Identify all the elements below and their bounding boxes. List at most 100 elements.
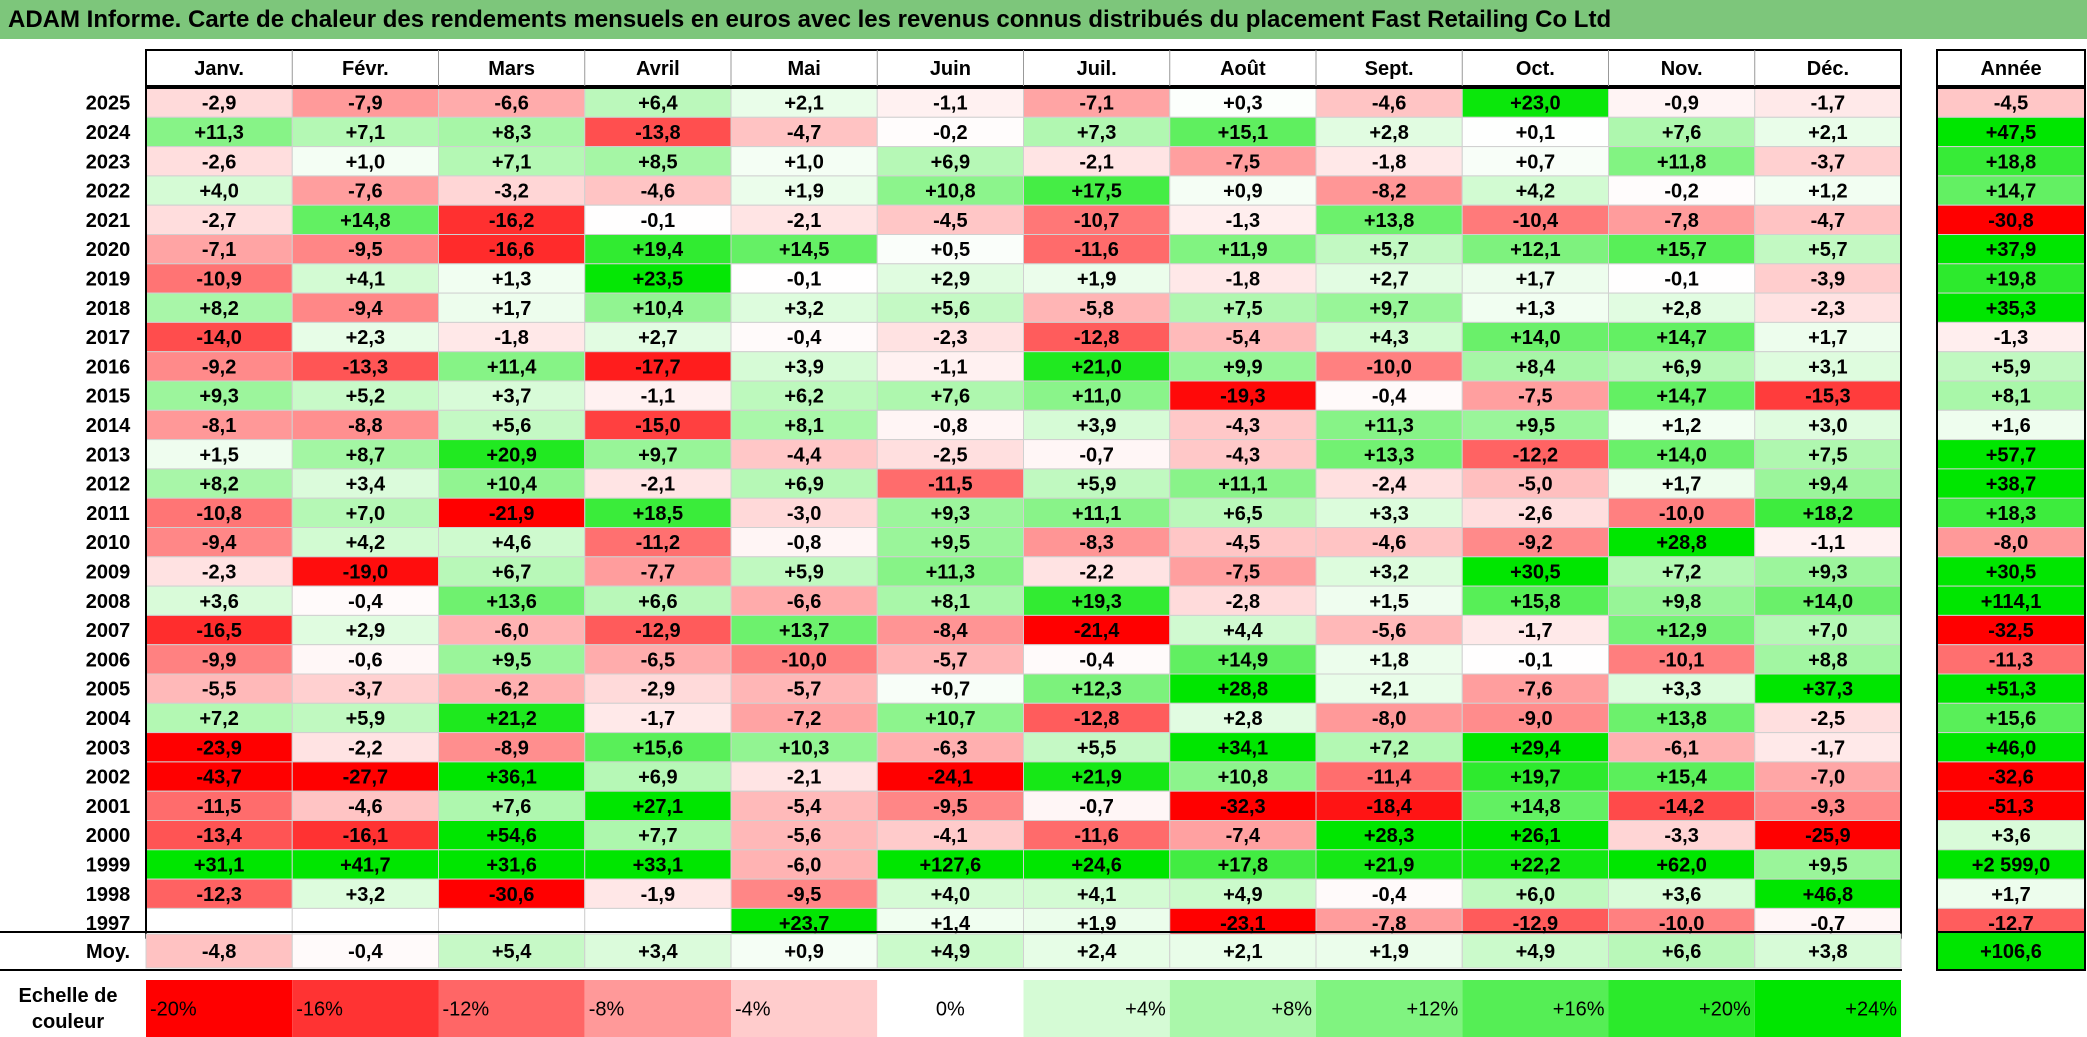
heatmap-cell-value: +9,5 — [931, 532, 970, 554]
heatmap-cell-value: +15,1 — [1218, 122, 1269, 144]
heatmap-cell-value: +21,0 — [1071, 356, 1122, 378]
heatmap-cell — [1315, 146, 1463, 177]
row-year-label: 2017 — [86, 327, 131, 349]
heatmap-cell-value: +4,3 — [1369, 327, 1408, 349]
heatmap-cell — [584, 614, 732, 646]
annual-cell — [1936, 761, 2086, 792]
heatmap-cell — [1315, 644, 1463, 675]
heatmap-cell — [1169, 585, 1317, 616]
heatmap-cell-value: +0,3 — [1223, 93, 1262, 115]
heatmap-cell-value: +14,0 — [1803, 591, 1854, 613]
heatmap-cell-value: +1,3 — [492, 268, 531, 290]
heatmap-cell-value: -1,8 — [1372, 151, 1406, 173]
heatmap-cell-value: +13,7 — [779, 620, 830, 642]
heatmap-cell-value: -21,4 — [1074, 620, 1120, 642]
heatmap-cell — [1169, 732, 1317, 763]
scale-swatch-label: -16% — [296, 999, 343, 1021]
heatmap-cell — [291, 761, 439, 792]
annual-header: Année — [1980, 58, 2041, 80]
heatmap-cell — [1169, 380, 1317, 411]
heatmap-cell-value: +14,0 — [1510, 327, 1561, 349]
heatmap-cell — [1023, 849, 1171, 880]
heatmap-cell — [730, 204, 878, 235]
heatmap-cell-value: -11,6 — [1074, 239, 1118, 261]
heatmap-cell-value: +22,2 — [1510, 854, 1561, 876]
heatmap-cell-value: +9,8 — [1662, 591, 1701, 613]
chart-title: ADAM Informe. Carte de chaleur des rende… — [0, 0, 2087, 39]
average-cell — [291, 933, 439, 969]
average-cell-value: +6,6 — [1662, 941, 1701, 963]
month-header: Mars — [488, 58, 535, 80]
heatmap-cell-value: +0,7 — [931, 679, 970, 701]
heatmap-cell-value: +29,4 — [1510, 737, 1561, 759]
heatmap-cell-value: -6,1 — [1664, 737, 1698, 759]
heatmap-cell-value: +3,2 — [346, 884, 385, 906]
heatmap-cell — [876, 468, 1024, 499]
heatmap-cell-value: -1,7 — [1518, 620, 1552, 642]
heatmap-cell — [1169, 527, 1317, 558]
heatmap-cell-value: +7,6 — [492, 796, 531, 818]
heatmap-cell-value: -2,5 — [933, 444, 967, 466]
heatmap-cell-value: -3,2 — [494, 181, 528, 203]
heatmap-cell — [1023, 732, 1171, 763]
heatmap-cell — [1461, 116, 1609, 148]
heatmap-cell-value: -0,6 — [348, 649, 382, 671]
heatmap-cell-value: -10,0 — [1659, 913, 1705, 935]
heatmap-cell-value: -0,8 — [933, 415, 967, 437]
heatmap-cell — [730, 351, 878, 382]
heatmap-cell — [291, 673, 439, 704]
heatmap-cell-value: +7,6 — [931, 386, 970, 408]
heatmap-cell-value: +14,0 — [1656, 444, 1707, 466]
heatmap-cell-value: -2,3 — [933, 327, 967, 349]
heatmap-cell — [730, 321, 878, 353]
heatmap-cell-value: -2,2 — [1079, 561, 1113, 583]
heatmap-cell — [876, 820, 1024, 851]
heatmap-cell-value: +1,0 — [784, 151, 823, 173]
heatmap-cell — [730, 409, 878, 441]
heatmap-cell-value: +11,0 — [1072, 386, 1122, 408]
average-cell-value: +3,4 — [638, 941, 678, 963]
heatmap-cell — [876, 146, 1024, 177]
heatmap-cell-value: +10,8 — [925, 181, 976, 203]
heatmap-cell-value: -10,9 — [196, 268, 242, 290]
annual-cell — [1936, 146, 2086, 177]
heatmap-cell-value: -0,4 — [1372, 386, 1407, 408]
heatmap-cell-value: +37,3 — [1803, 679, 1854, 701]
heatmap-cell-value: +1,8 — [1369, 649, 1408, 671]
heatmap-cell-value: +15,6 — [633, 737, 684, 759]
heatmap-cell — [1315, 439, 1463, 470]
heatmap-cell-value: -7,6 — [348, 181, 382, 203]
row-year-label: 2004 — [86, 708, 131, 730]
heatmap-cell-value: +8,8 — [1808, 649, 1847, 671]
annual-cell — [1936, 849, 2086, 880]
annual-cell-value: +19,8 — [1986, 268, 2037, 290]
heatmap-cell — [730, 702, 878, 734]
heatmap-cell-value: -11,2 — [636, 532, 680, 554]
heatmap-cell — [584, 761, 732, 792]
heatmap-cell-value: +13,6 — [486, 591, 537, 613]
heatmap-cell-value: +20,9 — [486, 444, 537, 466]
heatmap-cell — [876, 321, 1024, 353]
heatmap-cell-value: +5,9 — [1077, 474, 1116, 496]
heatmap-cell-value: +11,9 — [1218, 239, 1268, 261]
heatmap-cell — [438, 175, 586, 206]
annual-cell-value: +5,9 — [1991, 356, 2030, 378]
month-header: Nov. — [1661, 58, 1703, 80]
heatmap-cell — [876, 292, 1024, 323]
heatmap-cell-value: +28,8 — [1656, 532, 1707, 554]
heatmap-cell-value: +6,2 — [784, 386, 823, 408]
heatmap-cell — [876, 849, 1024, 880]
heatmap-cell — [1754, 614, 1902, 646]
heatmap-cell — [291, 292, 439, 323]
heatmap-cell — [145, 614, 293, 646]
heatmap-cell-value: +13,8 — [1656, 708, 1707, 730]
heatmap-cell-value: +28,8 — [1218, 679, 1269, 701]
annual-cell — [1936, 234, 2086, 265]
heatmap-cell-value: +2,3 — [346, 327, 385, 349]
heatmap-cell-value: +4,2 — [1516, 181, 1555, 203]
annual-cell-value: +18,8 — [1986, 151, 2037, 173]
heatmap-cell-value: -7,8 — [1664, 210, 1698, 232]
scale-swatch — [1462, 980, 1609, 1037]
heatmap-cell — [438, 380, 586, 411]
heatmap-cell — [1315, 849, 1463, 880]
